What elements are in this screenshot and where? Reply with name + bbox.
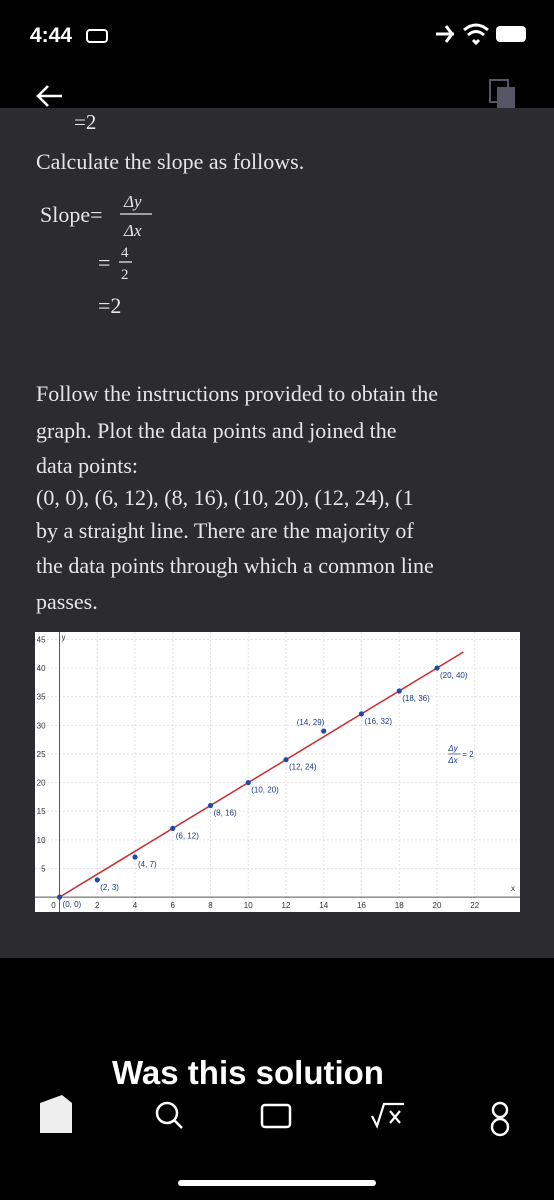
x-tick-label: 0	[51, 901, 56, 910]
point-label: (20, 40)	[440, 671, 468, 680]
search-icon	[173, 1119, 183, 1129]
paragraph-line: Follow the instructions provided to obta…	[36, 381, 438, 406]
paragraph-line: the data points through which a common l…	[36, 553, 434, 578]
point-label: (2, 3)	[100, 883, 119, 892]
paragraph-line: data points:	[36, 453, 138, 478]
data-point	[170, 825, 176, 832]
math: Slope=	[40, 202, 103, 227]
home-indicator	[178, 1180, 376, 1186]
x-tick-label: 12	[282, 901, 291, 910]
point-label: (8, 16)	[214, 808, 237, 817]
data-point	[396, 688, 402, 694]
math: 2	[121, 267, 129, 283]
math: =	[98, 250, 110, 275]
y-tick-label: 35	[37, 693, 46, 702]
point-label: (14, 29)	[297, 718, 325, 727]
point-label: (6, 12)	[176, 831, 199, 840]
point-label: (0, 0)	[63, 900, 82, 909]
data-point	[56, 894, 63, 900]
home-tab[interactable]	[40, 1095, 72, 1133]
search-tab[interactable]	[155, 1101, 179, 1125]
x-axis-label: x	[511, 884, 515, 893]
y-axis-label: y	[62, 633, 66, 642]
battery-icon	[496, 26, 526, 42]
point-label: (18, 36)	[402, 694, 430, 703]
math: 4	[121, 245, 129, 261]
x-tick-label: 4	[133, 901, 138, 910]
point-label: (10, 20)	[251, 786, 279, 795]
y-tick-label: 5	[41, 864, 46, 873]
trend-line	[59, 651, 464, 898]
copy-icon	[497, 87, 515, 109]
data-point	[245, 779, 251, 786]
data-point	[132, 854, 138, 860]
data-point	[94, 877, 100, 883]
paragraph-line: graph. Plot the data points and joined t…	[36, 418, 397, 443]
time: 4:44	[30, 24, 72, 47]
x-tick-label: 16	[357, 901, 366, 910]
wifi-icon	[463, 23, 489, 46]
airplane-icon	[436, 25, 454, 43]
profile-tab[interactable]	[491, 1101, 509, 1119]
data-point	[283, 757, 289, 763]
math: Calculate the slope as follows.	[36, 149, 304, 174]
annotation: Δx	[447, 756, 458, 765]
x-tick-label: 14	[319, 901, 328, 910]
data-point	[434, 665, 440, 671]
annotation: Δy	[447, 744, 458, 753]
y-tick-label: 10	[37, 836, 46, 845]
data-point	[321, 728, 327, 734]
x-tick-label: 18	[395, 901, 404, 910]
math: =2	[74, 110, 96, 134]
point-label: (12, 24)	[289, 763, 317, 772]
graph-bg	[35, 632, 520, 912]
x-tick-label: 2	[95, 901, 100, 910]
paragraph-line: passes.	[36, 589, 98, 614]
x-tick-label: 8	[208, 901, 213, 910]
feedback-question: Was this solution	[112, 1054, 384, 1091]
x-tick-label: 10	[244, 901, 253, 910]
y-tick-label: 15	[37, 807, 46, 816]
graph: 5 10 15 20 25 30 35 40 45 0 2 4 6 8 10 12 14 16 18 20 22 x y (0…	[35, 632, 520, 912]
math: Δx	[123, 221, 142, 240]
x-tick-label: 20	[433, 901, 442, 910]
back-button[interactable]	[36, 85, 62, 107]
y-tick-label: 20	[37, 779, 46, 788]
annotation: = 2	[462, 750, 474, 759]
x-tick-label: 6	[171, 901, 176, 910]
y-tick-label: 40	[37, 664, 46, 673]
math: Δy	[123, 192, 142, 211]
math: =2	[98, 293, 121, 318]
data-point	[358, 711, 365, 717]
top-bar	[0, 0, 554, 108]
data-point	[207, 802, 214, 809]
point-label: (16, 32)	[364, 717, 392, 726]
x-tick-label: 22	[470, 901, 479, 910]
math-tab[interactable]	[371, 1102, 404, 1129]
ask-tab[interactable]	[260, 1103, 292, 1129]
y-tick-label: 25	[37, 750, 46, 759]
paragraph-line: by a straight line. There are the majori…	[36, 518, 414, 543]
paragraph: Follow the instructions provided to obta…	[36, 381, 438, 614]
y-tick-label: 30	[37, 721, 46, 730]
point-label: (4, 7)	[138, 860, 157, 869]
paragraph-line: (0, 0), (6, 12), (8, 16), (10, 20), (12,…	[36, 485, 414, 510]
status-icon	[86, 29, 108, 43]
profile-icon	[490, 1117, 510, 1137]
y-tick-label: 45	[37, 635, 46, 644]
